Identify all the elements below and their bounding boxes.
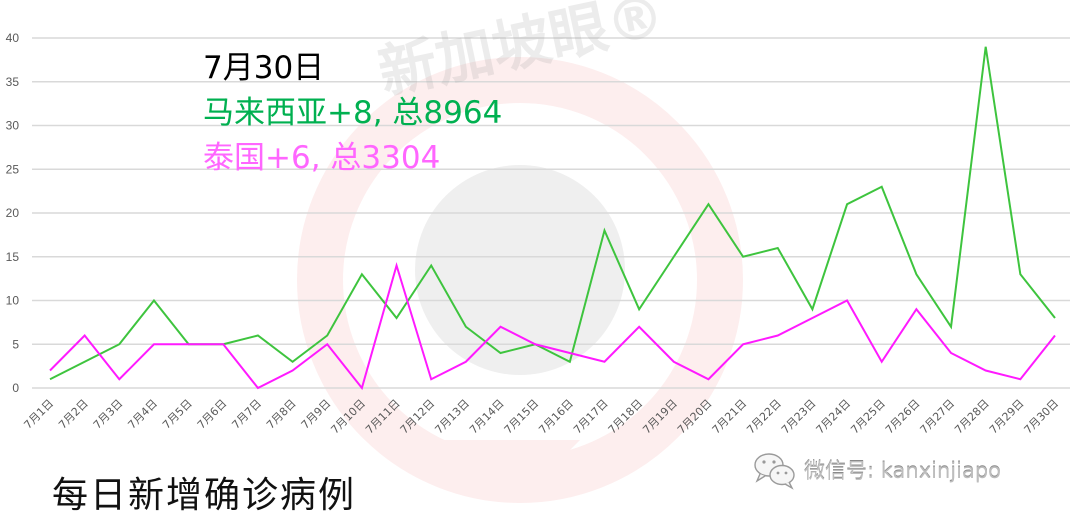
x-tick-label: 7月26日 xyxy=(883,397,923,437)
x-tick-label: 7月15日 xyxy=(502,397,542,437)
x-tick-label: 7月30日 xyxy=(1022,397,1062,437)
series-line-泰国 xyxy=(49,261,1056,391)
x-tick-label: 7月5日 xyxy=(160,397,195,432)
y-tick-label: 35 xyxy=(6,75,20,89)
annotation-date: 7月30日 xyxy=(203,50,325,86)
x-tick-label: 7月23日 xyxy=(779,397,819,437)
x-tick-label: 7月24日 xyxy=(814,397,854,437)
x-tick-label: 7月7日 xyxy=(229,397,264,432)
x-tick-label: 7月8日 xyxy=(264,397,299,432)
y-tick-label: 25 xyxy=(6,162,20,176)
x-tick-label: 7月3日 xyxy=(91,397,126,432)
x-tick-label: 7月28日 xyxy=(952,397,992,437)
x-tick-label: 7月14日 xyxy=(467,397,507,437)
y-tick-label: 40 xyxy=(6,31,20,45)
y-axis-ticks: 0 5 10 15 20 25 30 35 40 xyxy=(6,31,20,395)
x-tick-label: 7月4日 xyxy=(125,397,160,432)
y-tick-label: 10 xyxy=(6,294,20,308)
x-tick-label: 7月17日 xyxy=(571,397,611,437)
chart-title: 每日新增确诊病例 xyxy=(52,475,357,516)
y-tick-label: 20 xyxy=(6,206,20,220)
x-tick-label: 7月25日 xyxy=(848,397,888,437)
x-axis-ticks: 7月1日 7月2日 7月3日 7月4日 7月5日 7月6日 7月7日 7月8日 7月9日7月10… xyxy=(21,397,1061,437)
annotation-malaysia: 马来西亚+8, 总8964 xyxy=(203,95,503,131)
y-tick-label: 30 xyxy=(6,119,20,133)
x-tick-label: 7月1日 xyxy=(21,397,56,432)
wechat-account: 微信号: kanxinjiapo xyxy=(752,450,1001,490)
x-tick-label: 7月27日 xyxy=(918,397,958,437)
x-tick-label: 7月22日 xyxy=(744,397,784,437)
wechat-icon xyxy=(754,453,795,490)
x-tick-label: 7月21日 xyxy=(710,397,750,437)
series-lines xyxy=(49,46,1056,391)
wechat-label: 微信号: kanxinjiapo xyxy=(804,459,1002,483)
x-tick-label: 7月16日 xyxy=(536,397,576,437)
y-tick-label: 5 xyxy=(12,337,19,351)
logo-watermark xyxy=(297,57,743,503)
y-tick-label: 15 xyxy=(6,250,20,264)
y-tick-label: 0 xyxy=(12,381,19,395)
x-tick-label: 7月6日 xyxy=(195,397,230,432)
x-tick-label: 7月29日 xyxy=(987,397,1027,437)
x-tick-label: 7月2日 xyxy=(56,397,91,432)
annotation-thailand: 泰国+6, 总3304 xyxy=(203,140,441,176)
x-tick-label: 7月13日 xyxy=(432,397,472,437)
